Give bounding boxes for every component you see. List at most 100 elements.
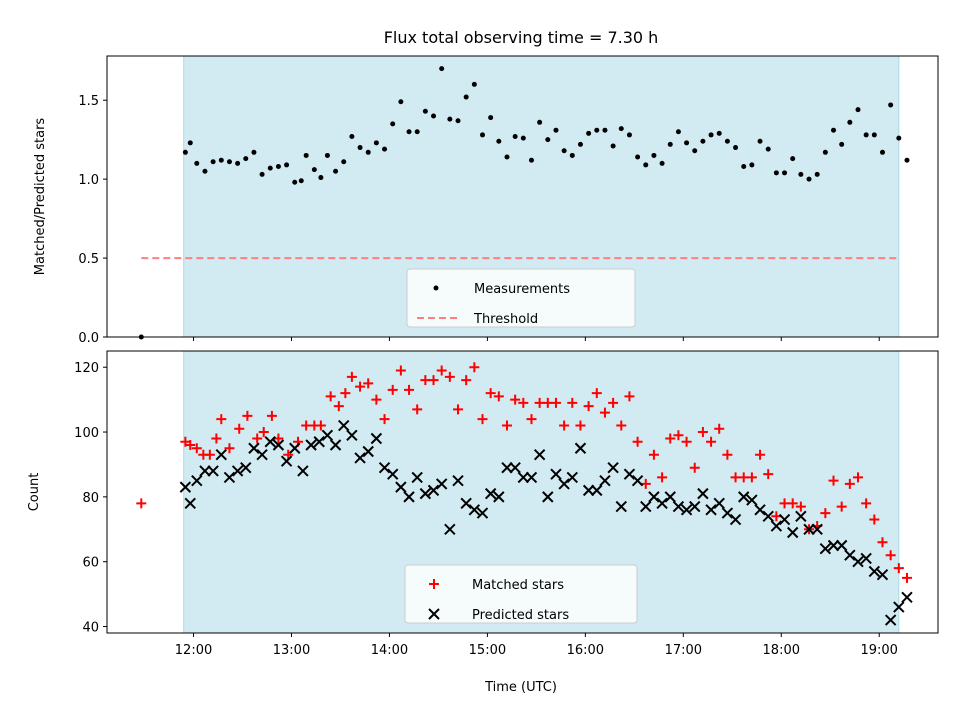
- predicted-marker: [280, 455, 293, 467]
- matched-marker: [501, 420, 512, 431]
- predicted-marker: [631, 474, 644, 487]
- predicted-marker: [664, 491, 676, 503]
- predicted-marker: [338, 419, 350, 432]
- measurement-point: [798, 171, 804, 177]
- predicted-marker: [411, 471, 423, 484]
- predicted-marker: [289, 442, 301, 454]
- measurement-point: [439, 66, 445, 72]
- matched-marker: [844, 478, 855, 489]
- predicted-marker: [223, 471, 236, 484]
- measurement-point: [594, 127, 600, 133]
- matched-marker: [771, 511, 782, 522]
- matched-marker: [665, 433, 676, 444]
- measurement-point: [431, 113, 437, 119]
- measurement-point: [675, 129, 681, 135]
- measurement-point: [537, 119, 543, 125]
- predicted-marker: [215, 449, 227, 461]
- predicted-marker: [509, 461, 521, 474]
- y-tick-label: 1.5: [78, 94, 99, 109]
- matched-marker: [273, 433, 284, 444]
- measurement-point: [782, 170, 788, 176]
- predicted-marker: [623, 468, 636, 480]
- x-tick-label: 12:00: [175, 643, 212, 658]
- matched-marker: [746, 472, 757, 483]
- measurement-point: [790, 156, 796, 162]
- predicted-marker: [191, 474, 203, 487]
- matched-marker: [371, 394, 382, 405]
- predicted-marker: [184, 497, 196, 510]
- measurement-point: [488, 115, 494, 121]
- measurement-point: [888, 102, 894, 108]
- predicted-marker: [721, 507, 734, 519]
- measurement-point: [635, 154, 641, 160]
- x-tick-label: 19:00: [860, 643, 897, 658]
- predicted-marker: [501, 461, 513, 474]
- measurement-point: [496, 138, 502, 144]
- matched-marker: [526, 414, 537, 425]
- predicted-marker: [811, 523, 823, 535]
- measurement-point: [684, 140, 690, 146]
- measurement-point: [855, 107, 861, 113]
- measurement-point: [298, 178, 304, 184]
- predicted-marker: [876, 568, 889, 581]
- measurement-point: [659, 160, 665, 166]
- predicted-marker: [558, 478, 570, 490]
- measurement-point: [406, 129, 412, 135]
- measurement-point: [414, 129, 420, 135]
- y-tick-label: 40: [82, 621, 99, 636]
- matched-marker: [657, 472, 668, 483]
- measurement-point: [512, 134, 518, 140]
- ratio-panel: 0.0 0.5 1.0 1.5 Matched/Predicted stars Measu…: [33, 55, 939, 346]
- measurement-point: [733, 145, 739, 151]
- matched-marker: [493, 391, 504, 402]
- measurement-point: [839, 141, 845, 147]
- predicted-marker: [860, 552, 872, 565]
- measurement-point: [182, 149, 188, 155]
- matched-marker: [673, 430, 684, 441]
- measurement-point: [749, 162, 755, 168]
- matched-marker: [283, 449, 294, 460]
- matched-marker: [697, 427, 708, 438]
- predicted-marker: [313, 436, 325, 448]
- matched-marker: [632, 436, 643, 447]
- x-tick-label: 13:00: [273, 643, 310, 658]
- matched-marker: [436, 365, 447, 376]
- matched-marker: [763, 469, 774, 480]
- predicted-marker: [566, 471, 579, 484]
- legend-label: Threshold: [473, 312, 538, 327]
- predicted-marker: [574, 442, 587, 454]
- predicted-marker: [533, 449, 546, 461]
- matched-marker: [266, 410, 277, 421]
- predicted-marker: [329, 439, 342, 451]
- measurement-point: [187, 140, 193, 146]
- measurement-point: [814, 171, 820, 177]
- measurement-point: [757, 138, 763, 144]
- measurement-point: [311, 167, 317, 173]
- matched-marker: [901, 572, 912, 583]
- matched-marker: [325, 391, 336, 402]
- measurement-point: [251, 149, 257, 155]
- matched-marker: [853, 472, 864, 483]
- predicted-marker: [893, 601, 905, 613]
- measurement-point: [243, 156, 249, 162]
- measurement-point: [871, 132, 877, 138]
- matched-marker: [706, 436, 717, 447]
- predicted-marker: [762, 510, 774, 523]
- predicted-marker: [640, 500, 652, 513]
- matched-marker: [869, 514, 880, 525]
- matched-marker: [428, 375, 439, 386]
- predicted-marker: [697, 487, 709, 500]
- predicted-marker: [868, 565, 881, 578]
- matched-marker: [640, 478, 651, 489]
- matched-marker: [355, 381, 366, 392]
- matched-marker: [828, 475, 839, 486]
- predicted-marker: [746, 494, 758, 506]
- measurement-point: [210, 159, 216, 165]
- measurement-point: [618, 126, 624, 132]
- measurement-point: [528, 157, 534, 163]
- legend-label: Predicted stars: [472, 608, 569, 623]
- predicted-marker: [256, 449, 268, 461]
- matched-marker: [877, 537, 888, 548]
- measurement-point: [577, 141, 583, 147]
- x-tick-label: 15:00: [469, 643, 506, 658]
